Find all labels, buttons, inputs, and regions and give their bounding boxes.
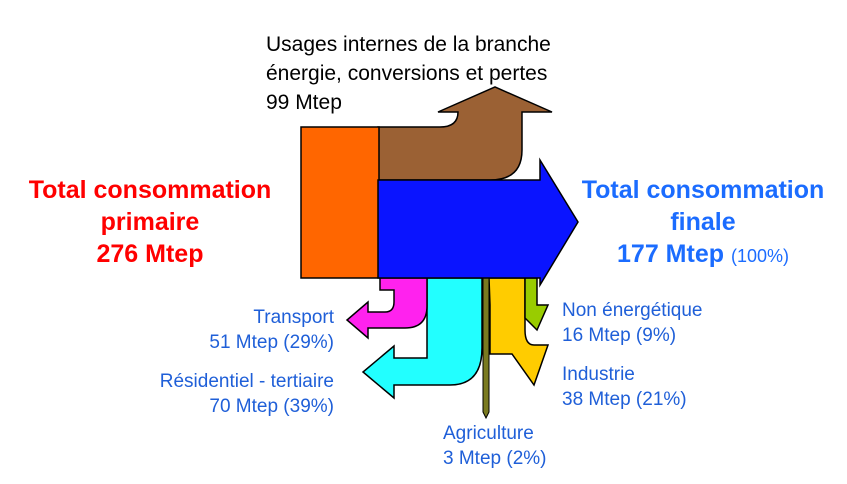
final-line1: Total consommation <box>581 176 825 204</box>
final-pct: (100%) <box>730 246 789 266</box>
losses-value: 99 Mtep <box>266 91 342 114</box>
transport-arrow <box>345 277 428 340</box>
non-energy-value: 16 Mtep (9%) <box>562 325 677 346</box>
industry-value: 38 Mtep (21%) <box>562 389 687 410</box>
primary-block <box>300 126 380 279</box>
losses-line1: Usages internes de la branche <box>266 33 551 56</box>
non-energy-name: Non énergétique <box>562 300 703 321</box>
residential-value: 70 Mtep (39%) <box>209 396 334 417</box>
final-value-line: 177 Mtep (100%) <box>560 238 846 272</box>
agriculture-value: 3 Mtep (2%) <box>443 448 547 469</box>
non-energy-label: Non énergétique 16 Mtep (9%) <box>562 298 703 348</box>
primary-line1: Total consommation <box>28 176 272 204</box>
primary-label: Total consommation primaire 276 Mtep <box>2 174 298 270</box>
residential-arrow <box>361 277 483 400</box>
final-value: 177 Mtep <box>617 240 724 268</box>
industry-label: Industrie 38 Mtep (21%) <box>562 362 687 412</box>
losses-arrow <box>377 86 553 181</box>
primary-line2: primaire <box>100 208 200 236</box>
losses-line2: énergie, conversions et pertes <box>266 62 548 85</box>
agriculture-label: Agriculture 3 Mtep (2%) <box>443 421 546 471</box>
industry-arrow <box>488 277 550 387</box>
transport-value: 51 Mtep (29%) <box>209 332 334 353</box>
residential-label: Résidentiel - tertiaire 70 Mtep (39%) <box>160 369 334 419</box>
losses-label: Usages internes de la branche énergie, c… <box>266 30 551 117</box>
agriculture-arrow <box>482 277 490 420</box>
transport-label: Transport 51 Mtep (29%) <box>209 305 334 355</box>
final-label: Total consommation finale 177 Mtep (100%… <box>560 174 846 272</box>
final-arrow <box>377 157 579 288</box>
non-energy-arrow <box>524 277 550 332</box>
transport-name: Transport <box>253 307 334 328</box>
primary-value: 276 Mtep <box>96 240 204 268</box>
industry-name: Industrie <box>562 364 635 385</box>
agriculture-name: Agriculture <box>443 423 534 444</box>
final-line2: finale <box>670 208 736 236</box>
residential-name: Résidentiel - tertiaire <box>159 371 334 392</box>
